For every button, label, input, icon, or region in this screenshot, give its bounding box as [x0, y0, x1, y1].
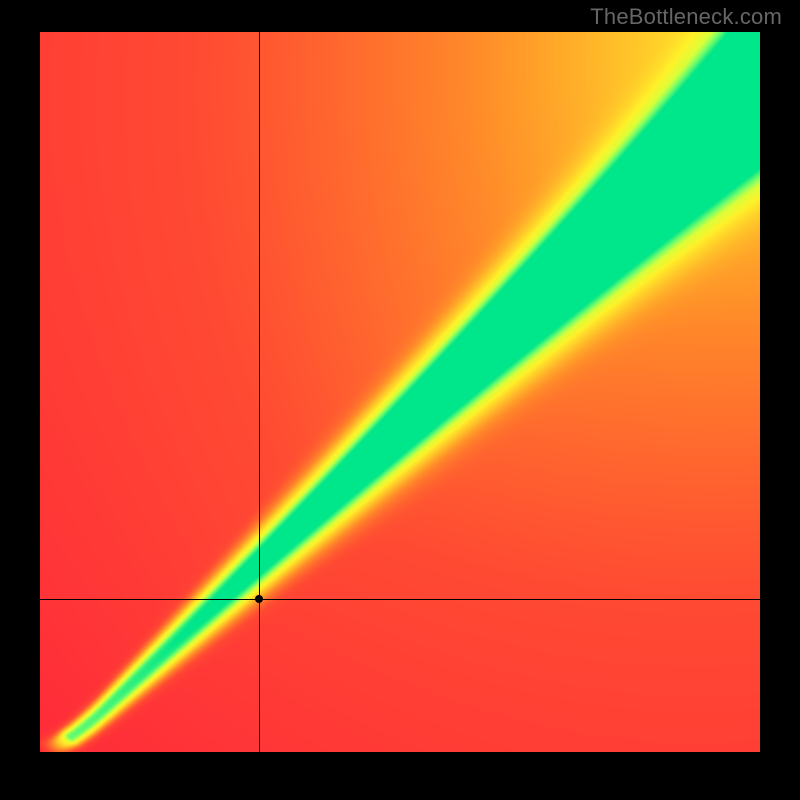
watermark-text: TheBottleneck.com	[590, 4, 782, 30]
crosshair-horizontal	[40, 599, 760, 600]
crosshair-dot	[255, 595, 263, 603]
chart-container: TheBottleneck.com	[0, 0, 800, 800]
crosshair-vertical	[259, 32, 260, 752]
heatmap-plot	[40, 32, 760, 752]
heatmap-canvas	[40, 32, 760, 752]
